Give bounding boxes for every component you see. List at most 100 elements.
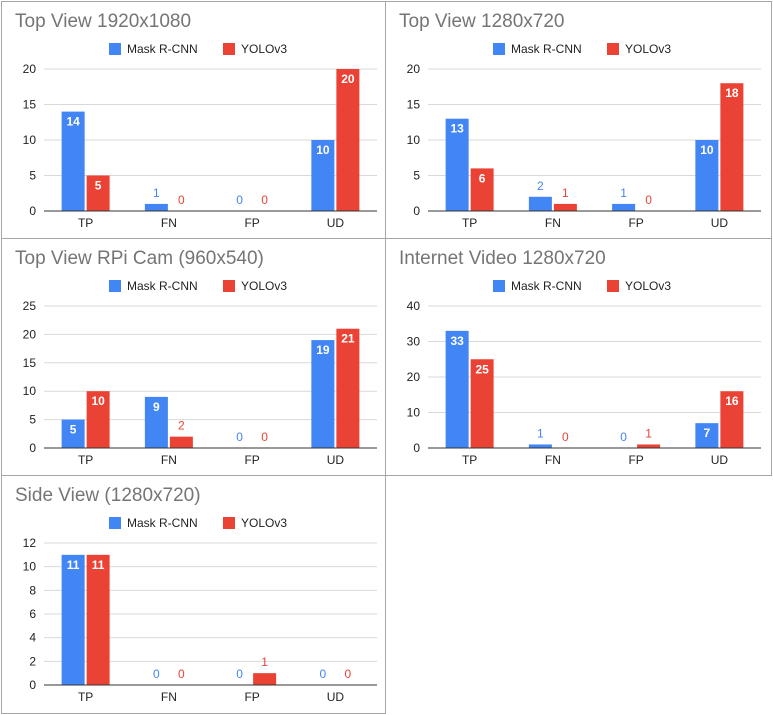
y-tick-label: 15 bbox=[23, 356, 37, 370]
data-label-mask-r-cnn: 0 bbox=[236, 430, 243, 444]
x-tick-label: UD bbox=[711, 216, 729, 230]
y-tick-label: 10 bbox=[23, 560, 37, 574]
bar-mask-r-cnn-fp bbox=[612, 203, 636, 211]
x-tick-label: UD bbox=[711, 453, 729, 467]
legend-label-yolov3: YOLOv3 bbox=[625, 279, 671, 293]
y-tick-label: 5 bbox=[29, 413, 36, 427]
data-label-mask-r-cnn: 1 bbox=[620, 186, 627, 200]
data-label-yolov3: 0 bbox=[261, 193, 268, 207]
bar-mask-r-cnn-fn bbox=[144, 203, 168, 211]
chart-legend: Mask R-CNN YOLOv3 bbox=[493, 279, 671, 293]
chart-panel-top-view-1280x720: Top View 1280x720 Mask R-CNN YOLOv3 0 5 10 15… bbox=[385, 1, 772, 239]
data-label-yolov3: 2 bbox=[178, 419, 185, 433]
data-label-mask-r-cnn: 2 bbox=[537, 179, 544, 193]
legend-label-mask-r-cnn: Mask R-CNN bbox=[127, 42, 198, 56]
bar-yolov3-tp bbox=[86, 391, 110, 448]
chart-title: Top View 1920x1080 bbox=[15, 11, 192, 32]
legend-swatch-mask-r-cnn bbox=[493, 43, 505, 55]
data-label-mask-r-cnn: 1 bbox=[537, 426, 544, 440]
bar-mask-r-cnn-ud bbox=[311, 140, 335, 211]
legend-label-yolov3: YOLOv3 bbox=[241, 279, 287, 293]
y-tick-label: 0 bbox=[29, 441, 36, 455]
data-label-mask-r-cnn: 13 bbox=[450, 122, 464, 136]
chart-title: Top View RPi Cam (960x540) bbox=[15, 248, 264, 269]
bar-mask-r-cnn-ud bbox=[311, 340, 335, 448]
x-tick-label: UD bbox=[327, 453, 345, 467]
data-label-yolov3: 1 bbox=[261, 655, 268, 669]
data-label-yolov3: 6 bbox=[479, 171, 486, 185]
y-tick-label: 10 bbox=[23, 384, 37, 398]
x-tick-label: TP bbox=[462, 453, 477, 467]
data-label-yolov3: 25 bbox=[475, 362, 489, 376]
y-tick-label: 6 bbox=[29, 607, 36, 621]
x-tick-label: UD bbox=[327, 216, 345, 230]
x-tick-label: FP bbox=[244, 216, 259, 230]
y-tick-label: 0 bbox=[29, 204, 36, 218]
y-tick-label: 5 bbox=[413, 169, 420, 183]
bar-yolov3-ud bbox=[336, 328, 360, 448]
y-tick-label: 0 bbox=[413, 204, 420, 218]
legend-label-mask-r-cnn: Mask R-CNN bbox=[511, 42, 582, 56]
data-label-yolov3: 10 bbox=[91, 394, 105, 408]
y-tick-label: 10 bbox=[407, 406, 421, 420]
chart-legend: Mask R-CNN YOLOv3 bbox=[109, 516, 287, 530]
bar-mask-r-cnn-ud bbox=[695, 140, 719, 211]
legend-label-yolov3: YOLOv3 bbox=[625, 42, 671, 56]
x-tick-label: FP bbox=[628, 453, 643, 467]
data-label-yolov3: 0 bbox=[178, 193, 185, 207]
x-tick-label: TP bbox=[78, 216, 93, 230]
x-tick-label: FN bbox=[545, 453, 561, 467]
legend-swatch-yolov3 bbox=[607, 280, 619, 292]
legend-label-yolov3: YOLOv3 bbox=[241, 42, 287, 56]
x-tick-label: TP bbox=[462, 216, 477, 230]
chart-panel-side-view: Side View (1280x720) Mask R-CNN YOLOv3 0 2 4… bbox=[1, 475, 386, 714]
y-tick-label: 15 bbox=[23, 98, 37, 112]
y-tick-label: 30 bbox=[407, 335, 421, 349]
chart-title: Top View 1280x720 bbox=[399, 11, 565, 32]
data-label-mask-r-cnn: 0 bbox=[236, 667, 243, 681]
data-label-yolov3: 0 bbox=[562, 430, 569, 444]
bar-yolov3-tp bbox=[470, 168, 494, 211]
y-tick-label: 10 bbox=[407, 133, 421, 147]
y-tick-label: 0 bbox=[413, 441, 420, 455]
bar-mask-r-cnn-tp bbox=[61, 419, 85, 448]
y-tick-label: 5 bbox=[29, 169, 36, 183]
y-tick-label: 15 bbox=[407, 98, 421, 112]
y-tick-label: 25 bbox=[23, 299, 37, 313]
bar-chart-svg: Mask R-CNN YOLOv305101520136TP21FN10FP101… bbox=[407, 42, 761, 230]
x-tick-label: TP bbox=[78, 453, 93, 467]
bar-yolov3-fp bbox=[253, 673, 277, 685]
data-label-mask-r-cnn: 0 bbox=[236, 193, 243, 207]
bar-mask-r-cnn-fn bbox=[528, 444, 552, 448]
bar-yolov3-tp bbox=[86, 554, 110, 685]
legend-label-mask-r-cnn: Mask R-CNN bbox=[127, 279, 198, 293]
legend-swatch-mask-r-cnn bbox=[109, 517, 121, 529]
data-label-mask-r-cnn: 0 bbox=[320, 667, 327, 681]
data-label-yolov3: 16 bbox=[725, 394, 739, 408]
x-tick-label: TP bbox=[78, 690, 93, 704]
x-tick-label: UD bbox=[327, 690, 345, 704]
data-label-mask-r-cnn: 5 bbox=[70, 423, 77, 437]
data-label-mask-r-cnn: 10 bbox=[316, 143, 330, 157]
bar-yolov3-ud bbox=[720, 391, 744, 448]
bar-mask-r-cnn-ud bbox=[695, 423, 719, 448]
y-tick-label: 12 bbox=[23, 536, 37, 550]
x-tick-label: FP bbox=[244, 690, 259, 704]
legend-swatch-mask-r-cnn bbox=[109, 43, 121, 55]
bar-yolov3-fp bbox=[637, 444, 661, 448]
chart-title: Side View (1280x720) bbox=[15, 485, 201, 506]
legend-swatch-mask-r-cnn bbox=[493, 280, 505, 292]
chart-panel-top-view-rpi-cam: Top View RPi Cam (960x540) Mask R-CNN YOL… bbox=[1, 238, 386, 476]
bar-mask-r-cnn-tp bbox=[61, 554, 85, 685]
y-tick-label: 20 bbox=[407, 62, 421, 76]
data-label-yolov3: 5 bbox=[95, 179, 102, 193]
legend-label-mask-r-cnn: Mask R-CNN bbox=[511, 279, 582, 293]
data-label-mask-r-cnn: 9 bbox=[153, 400, 160, 414]
data-label-mask-r-cnn: 19 bbox=[316, 343, 330, 357]
data-label-mask-r-cnn: 11 bbox=[67, 558, 80, 572]
y-tick-label: 20 bbox=[23, 62, 37, 76]
data-label-mask-r-cnn: 14 bbox=[66, 115, 80, 129]
